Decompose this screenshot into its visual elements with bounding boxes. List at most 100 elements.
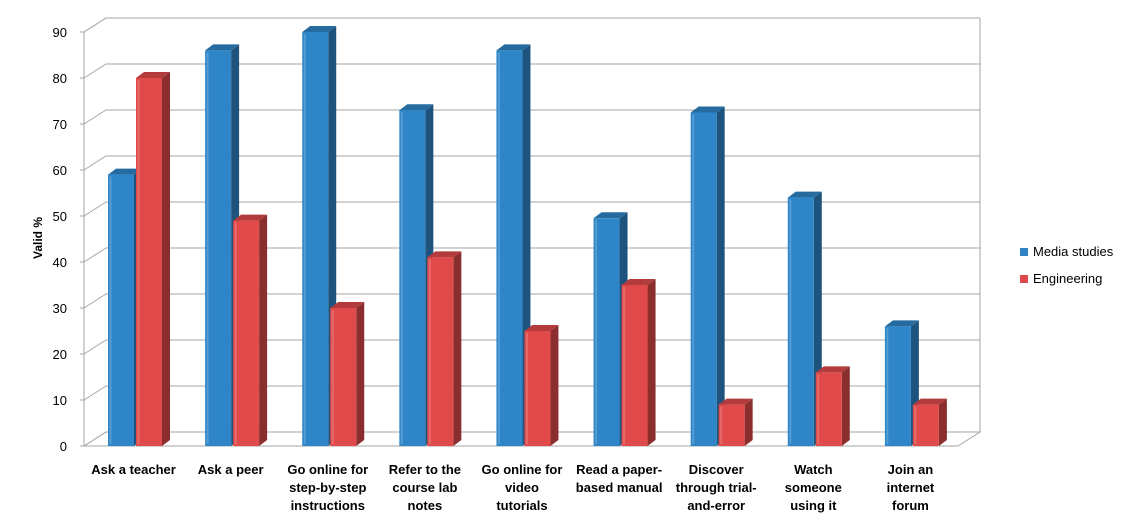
bar-highlight [303,34,306,444]
bar-front [233,220,260,446]
y-axis-top [83,17,107,33]
y-tick-label: 50 [53,209,67,224]
x-tick-label: Refer to the course lab notes [389,462,461,513]
bar-media [690,106,725,446]
bars [108,26,947,447]
bar-media [787,191,822,446]
x-tick-label: Ask a peer [198,462,264,477]
bar-front [524,331,551,446]
y-tick-label: 40 [53,255,67,270]
bar-engineering [330,302,365,446]
bar-front [593,218,620,446]
y-tick-label: 70 [53,117,67,132]
bar-highlight [234,222,237,444]
bar-highlight [789,199,792,444]
legend-item-media: Media studies [1020,238,1113,265]
gridline [83,17,980,33]
bar-front [815,372,842,446]
bar-highlight [109,176,112,444]
bar-top [912,398,947,405]
bar-side [716,106,725,446]
bar-side [647,279,656,446]
bar-highlight [914,406,917,444]
bar-top [524,325,559,331]
bar-engineering [621,279,656,446]
gridline [83,109,980,125]
gridlines [82,17,982,447]
bar-top [136,72,170,78]
bar-highlight [692,114,695,444]
gridline [83,293,980,309]
bar-highlight [428,259,431,444]
legend-swatch-engineering [1020,274,1028,283]
bar-front [108,174,134,446]
bar-media [496,44,531,447]
bar-side [162,72,170,446]
x-tick-label: Discover through trial-and-error [676,462,757,513]
bar-front [718,404,745,446]
bar-highlight [720,406,723,444]
bar-front [496,50,523,447]
legend-item-engineering: Engineering [1020,265,1113,292]
legend-swatch-media [1020,247,1028,256]
bar-highlight [206,52,209,445]
y-tick-label: 0 [60,439,67,454]
x-tick-label: Ask a teacher [91,462,176,477]
bar-top [108,168,142,175]
bar-engineering [815,366,850,446]
bar-highlight [497,52,500,445]
x-tick-label: Read a paper-based manual [576,462,663,495]
y-tick-label: 90 [53,25,67,40]
bar-top [690,106,725,113]
bar-front [427,257,454,446]
bar-top [593,212,628,219]
bar-side [259,214,268,446]
bar-side [453,251,462,446]
bar-media [884,320,919,446]
x-tick-labels: Ask a teacher Ask a peer Go online for step… [91,462,935,513]
bar-highlight [331,310,334,444]
y-tick-label: 20 [53,347,67,362]
bar-engineering [524,325,559,446]
x-tick-label: Watch someone using it [785,462,842,513]
gridline [83,155,980,171]
bar-top [330,302,365,308]
y-tick-label: 30 [53,301,67,316]
legend-label-engineering: Engineering [1033,271,1103,286]
y-tick-label: 80 [53,71,67,86]
bar-top [233,214,268,221]
bar-top [205,44,240,51]
bar-top [496,44,531,51]
bar-highlight [595,220,598,444]
gridline [83,247,980,263]
bar-media [593,212,628,446]
bar-highlight [817,374,820,444]
y-ticks: 0 10 20 30 40 50 60 70 80 90 [53,25,84,454]
bar-top [302,26,337,32]
bar-top [718,398,753,405]
bar-front [787,197,814,446]
bar-front [205,50,232,447]
floor [82,431,982,447]
bar-highlight [525,333,528,444]
bar-top [815,366,850,373]
bar-top [787,191,822,198]
gridline [83,201,980,217]
x-tick-label: Go online for video tutorials [482,462,563,513]
x-tick-label: Join an internet forum [887,462,935,513]
bar-highlight [400,112,403,444]
bar-front [884,326,911,446]
bar-top [621,279,656,285]
bar-front [912,404,939,446]
y-tick-label: 60 [53,163,67,178]
bar-side [841,366,850,446]
gridline [83,385,980,401]
bar-front [302,32,329,446]
legend-label-media: Media studies [1033,244,1114,259]
bar-highlight [886,328,889,444]
bar-engineering [427,251,462,446]
bar-front [399,110,426,446]
bar-engineering [718,398,753,446]
bar-top [427,251,462,258]
